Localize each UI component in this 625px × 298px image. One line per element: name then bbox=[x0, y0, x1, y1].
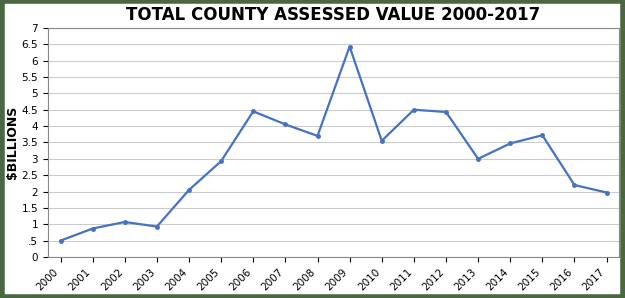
Y-axis label: $BILLIONS: $BILLIONS bbox=[6, 106, 19, 179]
Title: TOTAL COUNTY ASSESSED VALUE 2000-2017: TOTAL COUNTY ASSESSED VALUE 2000-2017 bbox=[126, 6, 541, 24]
